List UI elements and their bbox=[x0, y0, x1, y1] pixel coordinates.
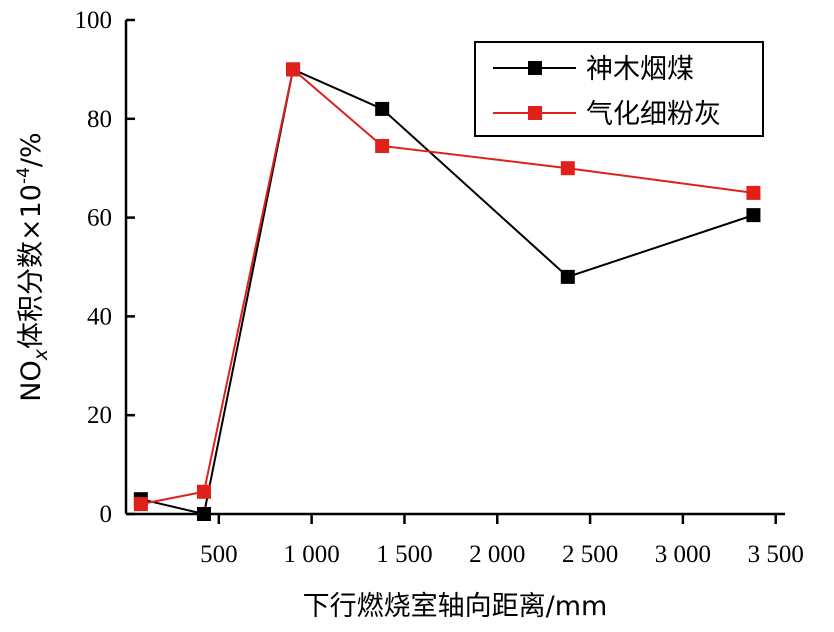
data-point-marker bbox=[286, 62, 301, 77]
y-tick-label: 40 bbox=[87, 303, 112, 330]
legend-label: 神木烟煤 bbox=[586, 54, 694, 85]
x-ticks: 500 1 000 1 500 2 000 2 500 3 000 3 500 bbox=[200, 514, 804, 568]
x-tick-label: 500 bbox=[200, 541, 238, 568]
x-tick-label: 3 000 bbox=[655, 541, 711, 568]
data-point-marker bbox=[746, 185, 761, 200]
y-axis-title-superscript: -4 bbox=[14, 167, 34, 184]
legend-marker bbox=[528, 106, 542, 120]
x-tick-label: 2 000 bbox=[469, 541, 525, 568]
y-tick-label: 100 bbox=[75, 7, 113, 34]
y-tick-label: 80 bbox=[87, 106, 112, 133]
y-tick-label: 0 bbox=[100, 501, 113, 528]
y-tick-label: 20 bbox=[87, 402, 112, 429]
x-tick-label: 1 500 bbox=[376, 541, 432, 568]
y-tick-label: 60 bbox=[87, 205, 112, 232]
y-ticks: 0 20 40 60 80 100 bbox=[75, 7, 135, 528]
data-point-marker bbox=[560, 269, 575, 284]
y-axis-title-prefix: NO bbox=[16, 360, 47, 401]
data-point-marker bbox=[375, 138, 390, 153]
axes bbox=[124, 20, 785, 516]
data-point-marker bbox=[375, 101, 390, 116]
data-point-marker bbox=[746, 208, 761, 223]
data-point-marker bbox=[196, 507, 211, 521]
legend-marker bbox=[528, 61, 542, 75]
y-axis-title: NOx体积分数×10-4/% bbox=[14, 132, 52, 401]
series-layer bbox=[133, 62, 761, 521]
x-tick-label: 1 000 bbox=[284, 541, 340, 568]
x-tick-label: 2 500 bbox=[562, 541, 618, 568]
y-axis-title-subscript: x bbox=[30, 348, 52, 361]
data-point-marker bbox=[560, 161, 575, 176]
y-axis-title-unit: /% bbox=[16, 132, 47, 167]
legend-label: 气化细粉灰 bbox=[586, 99, 721, 130]
data-point-marker bbox=[196, 484, 211, 499]
legend-box bbox=[474, 41, 764, 137]
data-point-marker bbox=[133, 497, 148, 512]
x-tick-label: 3 500 bbox=[748, 541, 804, 568]
series-line-1 bbox=[140, 67, 754, 506]
series-line-0 bbox=[140, 67, 754, 516]
x-axis-title: 下行燃烧室轴向距离/mm bbox=[303, 591, 608, 622]
y-axis-title-main: 体积分数×10 bbox=[16, 184, 47, 349]
